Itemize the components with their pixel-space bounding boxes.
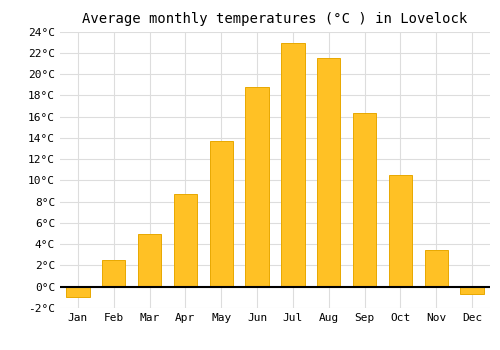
Bar bbox=[246, 87, 268, 287]
Bar bbox=[353, 113, 376, 287]
Bar bbox=[389, 175, 412, 287]
Bar bbox=[174, 194, 197, 287]
Bar bbox=[102, 260, 126, 287]
Bar bbox=[282, 43, 304, 287]
Title: Average monthly temperatures (°C ) in Lovelock: Average monthly temperatures (°C ) in Lo… bbox=[82, 12, 468, 26]
Bar bbox=[317, 58, 340, 287]
Bar bbox=[138, 233, 161, 287]
Bar bbox=[210, 141, 233, 287]
Bar bbox=[460, 287, 483, 294]
Bar bbox=[424, 250, 448, 287]
Bar bbox=[66, 287, 90, 298]
